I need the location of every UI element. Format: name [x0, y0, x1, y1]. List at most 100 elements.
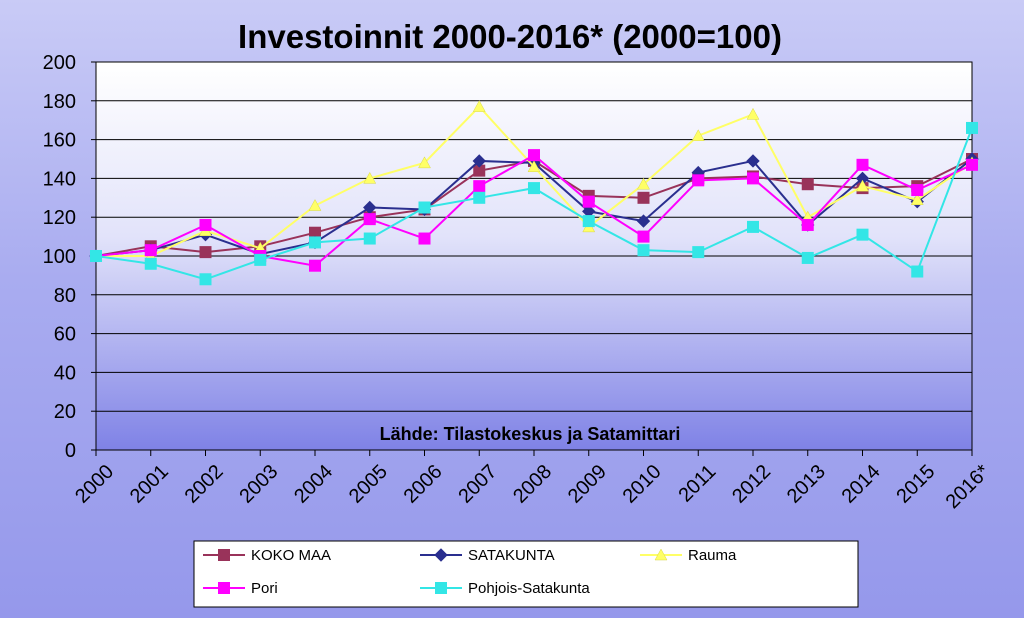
x-tick-label: 2014 — [838, 461, 885, 508]
data-point — [637, 177, 650, 190]
data-point — [637, 244, 650, 257]
data-point — [473, 191, 486, 204]
data-point — [309, 236, 321, 249]
y-tick-label: 140 — [43, 168, 76, 190]
x-tick-label: 2008 — [509, 461, 556, 508]
legend-item: SATAKUNTA — [420, 547, 555, 564]
legend-label: Pohjois-Satakunta — [468, 580, 590, 597]
legend-item: KOKO MAA — [203, 547, 331, 564]
x-tick-label: 2010 — [619, 461, 666, 508]
data-point — [473, 180, 486, 193]
data-point — [309, 259, 321, 272]
y-tick-label: 160 — [43, 130, 76, 152]
legend-swatch-marker — [434, 548, 448, 562]
data-point — [966, 121, 978, 134]
source-annotation: Lähde: Tilastokeskus ja Satamittari — [380, 424, 681, 444]
x-tick-label: 2004 — [290, 461, 337, 508]
data-point — [746, 154, 760, 168]
legend-swatch-marker — [435, 582, 447, 594]
data-point — [911, 184, 924, 197]
data-point — [309, 226, 321, 239]
data-point — [801, 251, 814, 264]
data-point — [692, 174, 705, 187]
y-tick-label: 40 — [54, 362, 76, 384]
y-tick-label: 20 — [54, 401, 76, 423]
series-pori — [90, 149, 978, 272]
legend-swatch-marker — [654, 548, 668, 561]
x-tick-label: 2013 — [783, 461, 830, 508]
data-point — [528, 149, 540, 162]
series-pohjois-satakunta — [90, 121, 978, 286]
data-point — [199, 246, 212, 259]
data-point — [636, 214, 651, 228]
data-point — [199, 273, 212, 286]
data-point — [801, 218, 814, 231]
data-point — [363, 171, 377, 184]
y-tick-label: 200 — [43, 52, 76, 74]
data-point — [801, 178, 814, 191]
legend-item: Rauma — [640, 547, 737, 564]
legend-label: KOKO MAA — [251, 547, 331, 564]
x-tick-label: 2006 — [400, 461, 447, 508]
data-point — [856, 158, 869, 171]
data-point — [637, 230, 650, 243]
data-point — [692, 246, 705, 259]
y-tick-label: 0 — [65, 440, 76, 462]
x-tick-label: 2015 — [892, 461, 939, 508]
y-tick-label: 120 — [43, 207, 76, 229]
legend-label: Rauma — [688, 547, 737, 564]
x-axis-ticks: 2000 2001 2002 2003 2004 2005 2006 2007 2008 2009… — [71, 450, 994, 513]
data-point — [363, 232, 376, 245]
data-point — [418, 201, 431, 214]
x-tick-label: 2002 — [181, 461, 228, 508]
data-point — [418, 232, 431, 245]
legend: KOKO MAA SATAKUNTA Rauma Pori Pohjois-Sataku… — [193, 540, 859, 608]
y-axis-ticks: 0 20 40 60 80 100 120 140 160 180 200 — [43, 52, 96, 462]
data-point — [527, 160, 541, 173]
x-tick-label: 2011 — [674, 461, 720, 507]
x-tick-label: 2007 — [454, 461, 501, 508]
data-point — [418, 156, 431, 169]
legend-item: Pohjois-Satakunta — [420, 580, 590, 597]
x-tick-label: 2016* — [942, 460, 995, 513]
y-tick-label: 180 — [43, 91, 76, 113]
data-point — [144, 257, 157, 270]
legend-swatch-marker — [218, 549, 230, 561]
data-point — [199, 218, 212, 231]
data-point — [856, 179, 869, 192]
data-point — [747, 220, 759, 233]
grid-lines — [96, 100, 972, 412]
legend-swatch-marker — [218, 582, 230, 594]
data-point — [472, 100, 486, 112]
data-point — [747, 172, 759, 185]
x-tick-label: 2003 — [235, 461, 282, 508]
x-tick-label: 2012 — [728, 461, 775, 508]
data-point — [473, 164, 486, 177]
data-point — [637, 191, 650, 204]
data-point — [472, 154, 486, 168]
data-point — [528, 182, 540, 195]
data-point — [363, 213, 376, 226]
data-point — [90, 250, 102, 262]
legend-box — [193, 540, 859, 608]
x-tick-label: 2000 — [71, 461, 118, 508]
y-tick-label: 100 — [43, 246, 76, 268]
data-point — [746, 107, 760, 120]
data-point — [582, 215, 595, 228]
y-tick-label: 60 — [54, 324, 76, 346]
data-point — [308, 199, 322, 211]
data-point — [966, 158, 978, 171]
x-tick-label: 2005 — [345, 461, 392, 508]
data-point — [582, 195, 595, 208]
x-tick-label: 2001 — [126, 461, 173, 508]
legend-label: Pori — [251, 580, 278, 597]
data-point — [254, 253, 267, 266]
data-point — [856, 228, 869, 241]
legend-label: SATAKUNTA — [468, 547, 555, 564]
series-group — [89, 100, 979, 286]
legend-item: Pori — [203, 580, 278, 597]
chart-title: Investoinnit 2000-2016* (2000=100) — [238, 18, 782, 55]
y-tick-label: 80 — [54, 285, 76, 307]
